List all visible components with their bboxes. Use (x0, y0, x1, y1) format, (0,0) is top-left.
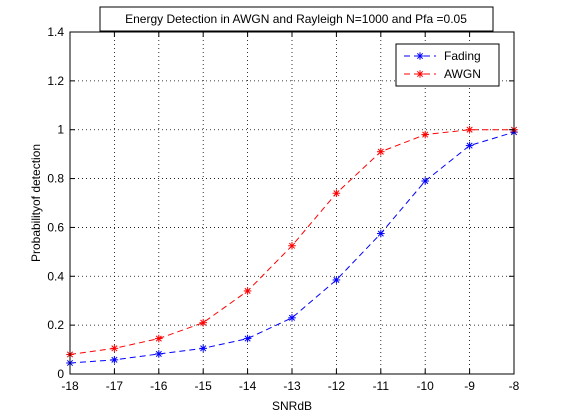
data-point-fading (155, 350, 163, 358)
x-axis-label: SNRdB (272, 399, 312, 413)
legend: Fading AWGN (396, 44, 499, 86)
legend-marker-awgn (416, 70, 424, 78)
data-point-fading (333, 276, 341, 284)
x-tick-label: -17 (106, 379, 124, 393)
data-point-fading (199, 345, 207, 353)
data-point-awgn (421, 131, 429, 139)
data-point-fading (244, 335, 252, 343)
x-tick-label: -13 (283, 379, 301, 393)
x-tick-label: -9 (464, 379, 475, 393)
x-tick-label: -10 (417, 379, 435, 393)
y-tick-label: 1.2 (47, 74, 64, 88)
data-point-awgn (288, 242, 296, 250)
data-point-awgn (111, 345, 119, 353)
chart-title: Energy Detection in AWGN and Rayleigh N=… (125, 12, 467, 26)
data-point-awgn (244, 287, 252, 295)
data-point-fading (377, 230, 385, 238)
data-point-fading (466, 142, 474, 150)
y-tick-label: 1 (57, 123, 64, 137)
y-tick-label: 1.4 (47, 25, 64, 39)
legend-label-awgn: AWGN (444, 67, 481, 81)
data-point-fading (111, 356, 119, 364)
y-tick-label: 0.4 (47, 269, 64, 283)
data-point-awgn (466, 126, 474, 134)
x-tick-label: -14 (239, 379, 257, 393)
y-tick-label: 0.6 (47, 220, 64, 234)
x-tick-label: -18 (61, 379, 79, 393)
y-tick-label: 0.2 (47, 318, 64, 332)
data-point-awgn (377, 148, 385, 156)
x-tick-label: -12 (328, 379, 346, 393)
data-point-fading (421, 177, 429, 185)
legend-label-fading: Fading (444, 49, 481, 63)
data-point-awgn (333, 189, 341, 197)
data-point-fading (288, 314, 296, 322)
y-axis-label: Probabilityof detection (29, 144, 43, 262)
data-point-awgn (199, 319, 207, 327)
legend-marker-fading (416, 52, 424, 60)
x-tick-label: -8 (509, 379, 520, 393)
y-tick-label: 0 (57, 367, 64, 381)
x-tick-label: -16 (150, 379, 168, 393)
data-point-awgn (155, 335, 163, 343)
x-tick-label: -11 (373, 379, 390, 393)
x-tick-label: -15 (195, 379, 213, 393)
y-tick-label: 0.8 (47, 172, 64, 186)
